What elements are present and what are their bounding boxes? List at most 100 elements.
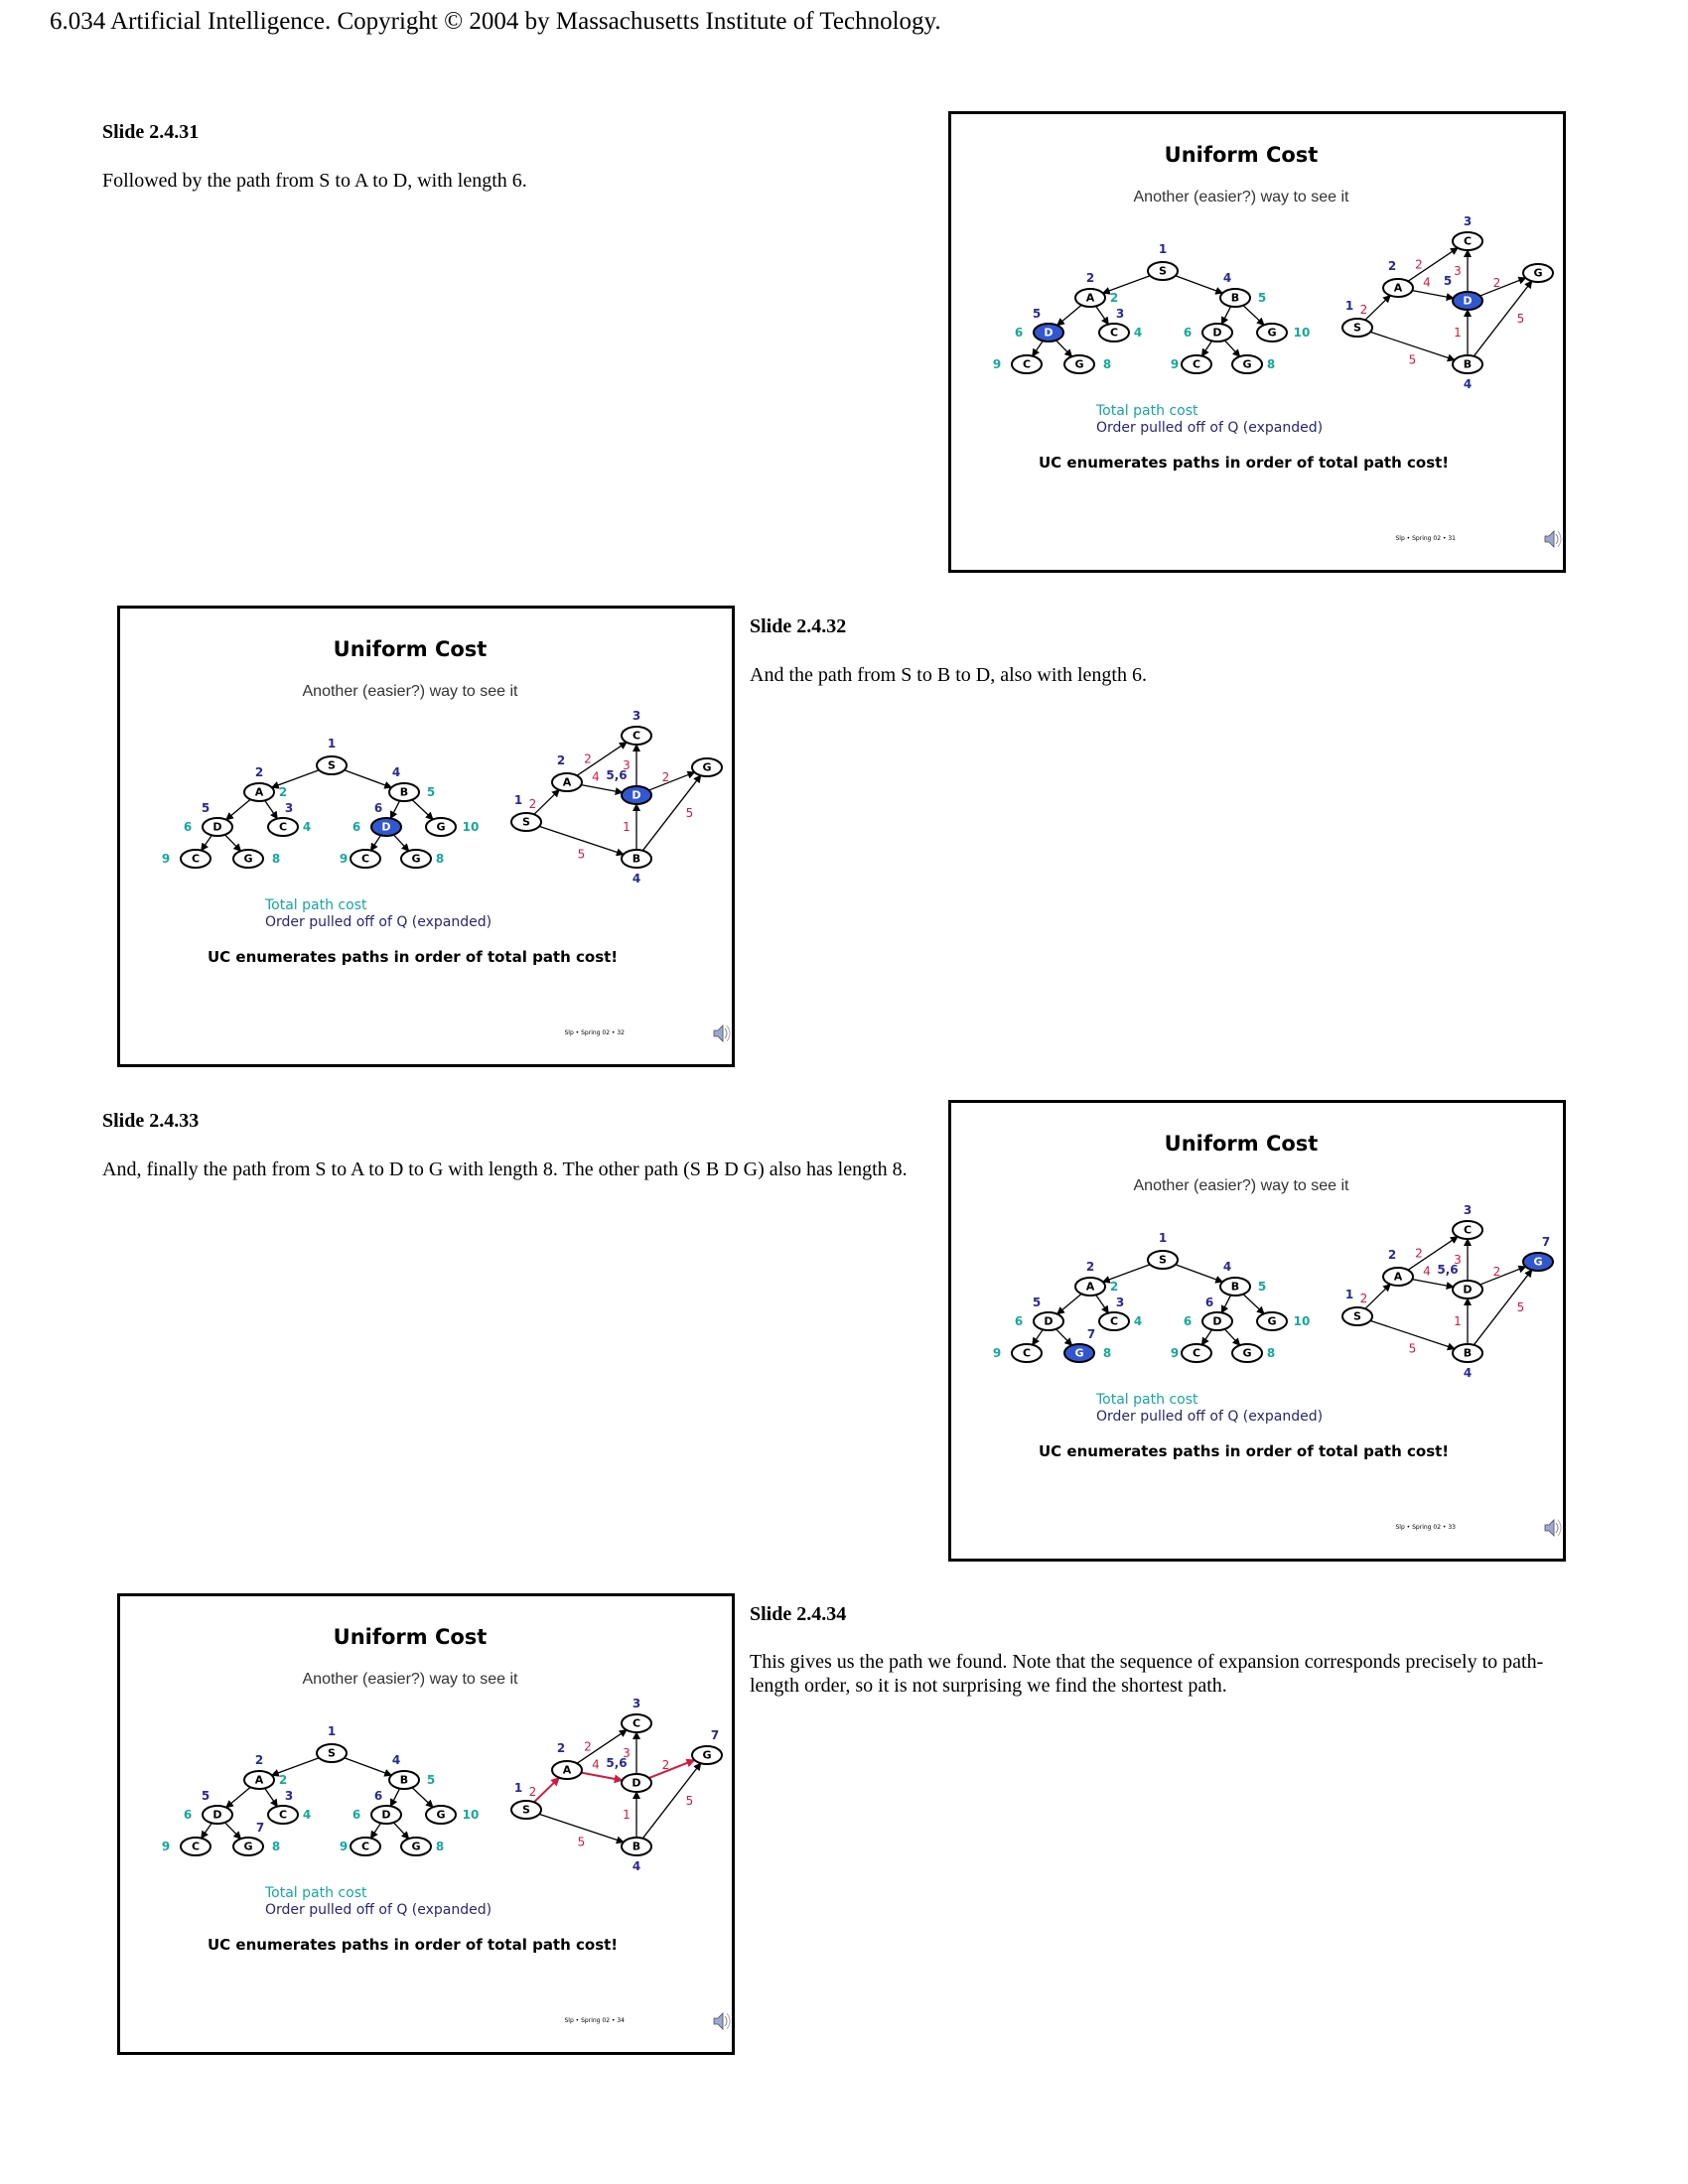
graph-edge xyxy=(533,788,560,815)
tree-path-cost: 6 xyxy=(1184,1314,1192,1328)
graph-expand-order: 3 xyxy=(633,709,640,723)
tree-node-label: S xyxy=(1159,1254,1167,1267)
tree-path-cost: 4 xyxy=(303,820,311,834)
graph-node xyxy=(551,772,583,792)
tree-node xyxy=(267,817,299,837)
tree-node-label: C xyxy=(1023,1347,1031,1360)
graph-node-label: B xyxy=(1464,1347,1472,1360)
graph-expand-order: 2 xyxy=(1388,1248,1396,1262)
tree-node xyxy=(180,849,211,869)
tree-expand-order: 3 xyxy=(285,1789,293,1803)
tree-path-cost: 9 xyxy=(1171,1346,1179,1360)
tree-node-label: S xyxy=(1159,265,1167,278)
tree-node xyxy=(400,1837,432,1856)
graph-node xyxy=(1341,1306,1373,1326)
graph-edge-weight: 2 xyxy=(1415,258,1423,272)
tree-node xyxy=(388,782,420,802)
tree-path-cost: 8 xyxy=(272,852,280,866)
graph-node-label: G xyxy=(1533,267,1542,280)
tree-edge xyxy=(392,834,410,852)
tree-node-label: B xyxy=(1231,292,1239,305)
tree-node xyxy=(370,1805,402,1825)
tree-node-label: A xyxy=(255,786,264,799)
tree-node-label: G xyxy=(1242,1347,1251,1360)
graph-edge-weight: 2 xyxy=(662,1758,670,1772)
graph-node-label: S xyxy=(522,816,530,829)
tree-node-label: A xyxy=(1086,1281,1095,1294)
tree-edge xyxy=(1223,1328,1241,1346)
legend-total-path-cost: Total path cost xyxy=(264,1885,367,1901)
graph-edge-weight: 2 xyxy=(1493,1265,1501,1279)
tree-edge xyxy=(1175,1264,1224,1284)
tree-node xyxy=(1201,1311,1233,1331)
graph-edge-weight: 2 xyxy=(1360,1292,1368,1305)
tree-path-cost: 9 xyxy=(162,852,170,866)
tree-path-cost: 2 xyxy=(1110,291,1118,305)
graph-node-label: D xyxy=(1463,1284,1472,1297)
slide-title: Uniform Cost xyxy=(334,637,488,661)
tree-node xyxy=(388,1770,420,1790)
graph-node-label: D xyxy=(1463,295,1472,308)
legend-total-path-cost: Total path cost xyxy=(1095,1392,1198,1408)
tree-node xyxy=(350,1837,381,1856)
tree-node xyxy=(232,849,264,869)
graph-node xyxy=(1522,1252,1554,1272)
graph-expand-order: 3 xyxy=(633,1697,640,1710)
slide-subtitle: Another (easier?) way to see it xyxy=(303,683,519,700)
tree-node xyxy=(1098,1311,1130,1331)
graph-expand-order: 3 xyxy=(1464,1203,1472,1217)
graph-node-label: A xyxy=(563,776,572,789)
graph-edge-weight: 1 xyxy=(1454,326,1462,340)
graph-node-label: C xyxy=(1464,235,1472,248)
tree-path-cost: 8 xyxy=(1103,1346,1111,1360)
tree-path-cost: 4 xyxy=(1134,1314,1142,1328)
tree-expand-order: 2 xyxy=(255,765,263,779)
tree-edge xyxy=(389,800,401,820)
graph-edge xyxy=(576,1729,628,1764)
graph-edge-weight: 5 xyxy=(686,1794,694,1808)
tree-expand-order: 3 xyxy=(285,801,293,815)
graph-edge xyxy=(1473,280,1533,357)
slide-image-34: Uniform Cost Another (easier?) way to see… xyxy=(117,1593,735,2055)
graph-edge xyxy=(648,770,696,791)
graph-edge xyxy=(1412,1279,1455,1290)
tree-edge xyxy=(1055,1293,1082,1315)
graph-expand-order: 5,6 xyxy=(606,1756,627,1770)
graph-expand-order: 4 xyxy=(1464,377,1472,391)
graph-edge-weight: 3 xyxy=(1454,1253,1462,1267)
tree-node-label: D xyxy=(1212,327,1221,340)
graph-node-label: G xyxy=(702,1749,711,1762)
tree-node xyxy=(1256,1311,1288,1331)
tree-node-label: G xyxy=(436,1809,445,1822)
graph-edge-weight: 5 xyxy=(578,848,586,862)
tree-path-cost: 6 xyxy=(1015,326,1023,340)
graph-node-label: B xyxy=(1464,358,1472,371)
graph-edge xyxy=(1479,1265,1527,1286)
tree-node xyxy=(1219,288,1251,308)
tree-path-cost: 2 xyxy=(279,785,287,799)
tree-node-label: C xyxy=(192,853,200,866)
graph-expand-order: 1 xyxy=(1345,299,1353,313)
tree-expand-order: 4 xyxy=(1223,1260,1231,1274)
tree-node-label: C xyxy=(279,1809,287,1822)
graph-edge-weight: 5 xyxy=(1409,1342,1417,1356)
tree-node-label: D xyxy=(212,1809,221,1822)
tree-path-cost: 4 xyxy=(1134,326,1142,340)
tree-expand-order: 5 xyxy=(202,801,210,815)
tree-path-cost: 10 xyxy=(463,1808,480,1822)
graph-node-label: S xyxy=(522,1804,530,1817)
graph-node-label: G xyxy=(702,761,711,774)
tree-path-cost: 6 xyxy=(1015,1314,1023,1328)
graph-node-label: B xyxy=(633,1841,640,1853)
graph-node xyxy=(1452,1280,1483,1299)
tree-expand-order: 5 xyxy=(1033,1296,1041,1309)
tree-node-label: C xyxy=(361,853,369,866)
graph-node xyxy=(621,1713,652,1733)
graph-edge-weight: 3 xyxy=(623,1746,631,1760)
slide-footer: Slp • Spring 02 • 31 xyxy=(1395,535,1456,542)
graph-edge-weight: 4 xyxy=(592,1758,600,1772)
tree-path-cost: 10 xyxy=(1294,326,1311,340)
graph-edge-weight: 4 xyxy=(1423,276,1431,290)
tree-edge xyxy=(1223,340,1241,357)
